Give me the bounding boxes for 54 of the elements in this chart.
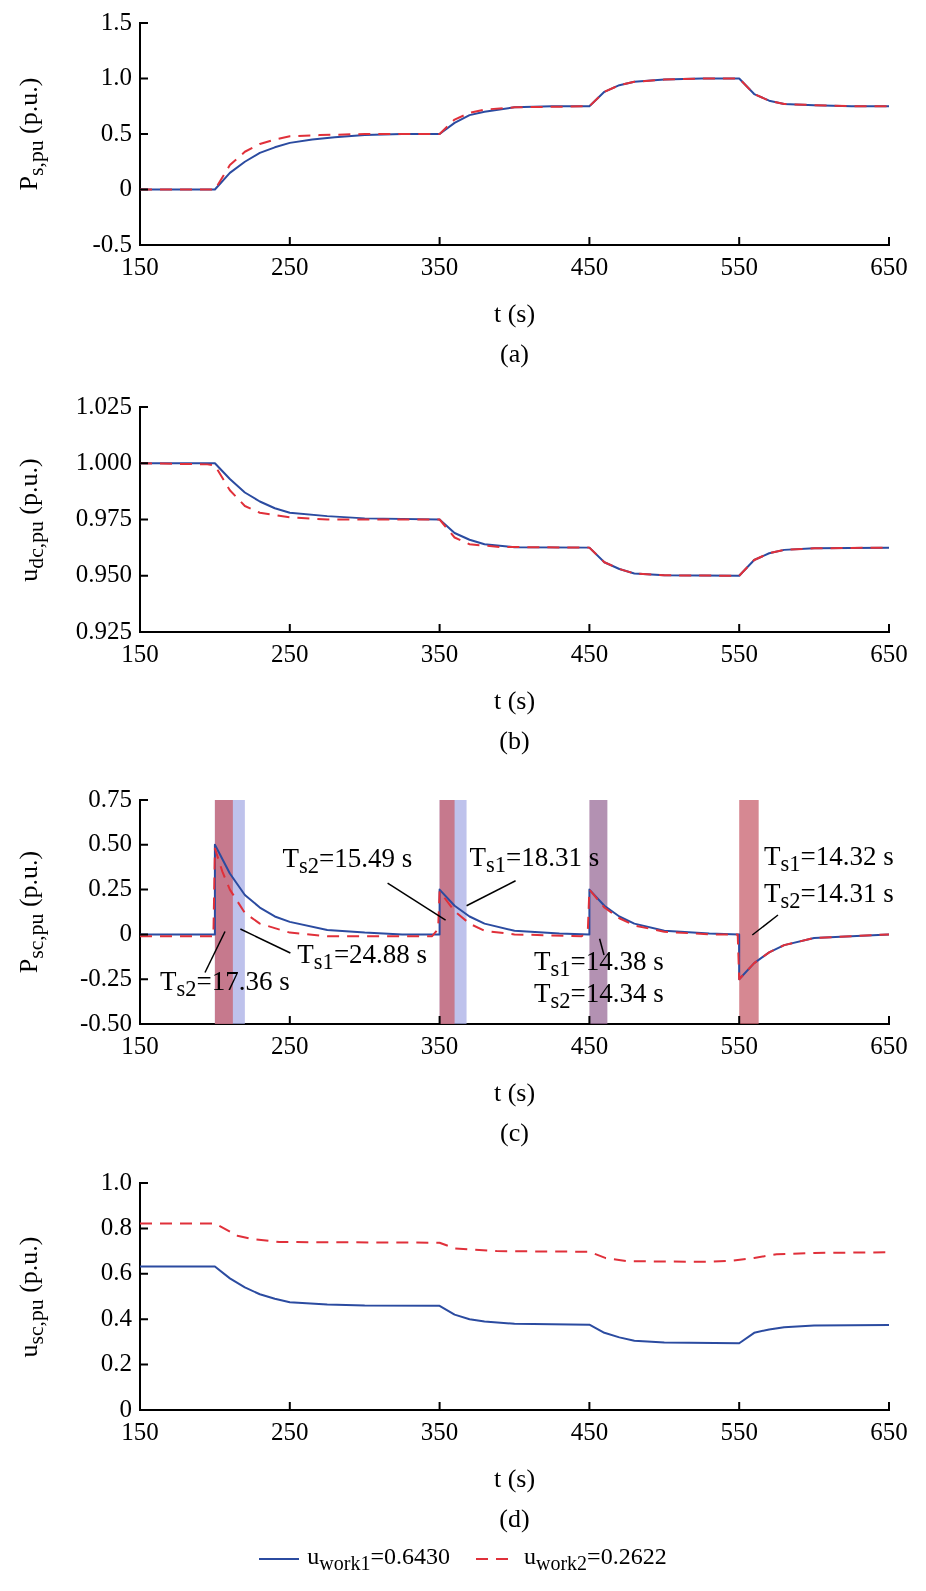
- text: (d): [499, 1504, 530, 1533]
- x-tick-label: 350: [420, 1417, 459, 1445]
- x-tick-label: 550: [720, 1417, 758, 1445]
- x-axis-title: t (s): [493, 686, 536, 715]
- x-tick-label: 650: [870, 252, 908, 280]
- y-tick-label: 0.8: [100, 1212, 132, 1240]
- annotation: T$_{s2}$=14.31 s: [764, 878, 894, 914]
- y-tick-label: 0.5: [100, 118, 132, 146]
- text: (a): [500, 339, 529, 368]
- x-tick-label: 250: [271, 1031, 309, 1059]
- y-tick-label: 0: [119, 918, 132, 946]
- y-tick-label: 1.0: [100, 63, 132, 91]
- x-tick-label: 650: [870, 1417, 908, 1445]
- y-tick-label: 0.6: [100, 1258, 132, 1286]
- y-tick-label: 1.000: [75, 447, 132, 475]
- y-tick-label: 1.0: [100, 1167, 132, 1195]
- y-tick-label: 0.50: [88, 829, 132, 857]
- y-tick-label: 0.75: [88, 784, 132, 812]
- x-tick-label: 250: [271, 252, 309, 280]
- legend-label: u$_{work2}$=0.2622: [524, 1543, 667, 1575]
- x-tick-label: 250: [271, 1417, 309, 1445]
- y-tick-label: 0: [119, 174, 132, 202]
- annotation: T$_{s2}$=15.49 s: [282, 843, 413, 879]
- annotation: T$_{s1}$=14.32 s: [764, 840, 894, 876]
- text: (c): [500, 1118, 529, 1147]
- annotation: T$_{s2}$=17.36 s: [160, 966, 290, 1002]
- x-tick-label: 650: [870, 639, 908, 667]
- y-tick-label: -0.25: [79, 963, 132, 991]
- x-tick-label: 550: [720, 252, 758, 280]
- x-tick-label: 650: [870, 1031, 908, 1059]
- legend-label: u$_{work1}$=0.6430: [307, 1543, 450, 1575]
- annotation: T$_{s1}$=24.88 s: [297, 939, 428, 975]
- y-tick-label: 0.975: [75, 504, 132, 532]
- annotation: T$_{s1}$=18.31 s: [469, 841, 600, 878]
- y-tick-label: 1.025: [75, 391, 132, 419]
- x-axis-title: t (s): [493, 1078, 536, 1107]
- text: (b): [499, 726, 530, 755]
- x-tick-label: 450: [570, 639, 609, 667]
- x-tick-label: 550: [720, 639, 758, 667]
- x-axis-title: t (s): [493, 1464, 536, 1493]
- y-tick-label: 1.5: [100, 7, 132, 35]
- y-tick-label: 0.4: [100, 1303, 133, 1331]
- y-tick-label: 0.950: [75, 560, 132, 588]
- x-axis-title: t (s): [493, 299, 536, 328]
- x-tick-label: 550: [720, 1031, 758, 1059]
- x-tick-label: 350: [420, 639, 459, 667]
- x-tick-label: 450: [570, 1417, 609, 1445]
- y-tick-label: 0.2: [100, 1349, 132, 1377]
- y-tick-label: 0.25: [88, 874, 132, 902]
- x-tick-label: 450: [570, 1031, 609, 1059]
- x-tick-label: 350: [420, 252, 459, 280]
- x-tick-label: 450: [570, 252, 609, 280]
- x-tick-label: 250: [271, 639, 309, 667]
- x-tick-label: 350: [420, 1031, 459, 1059]
